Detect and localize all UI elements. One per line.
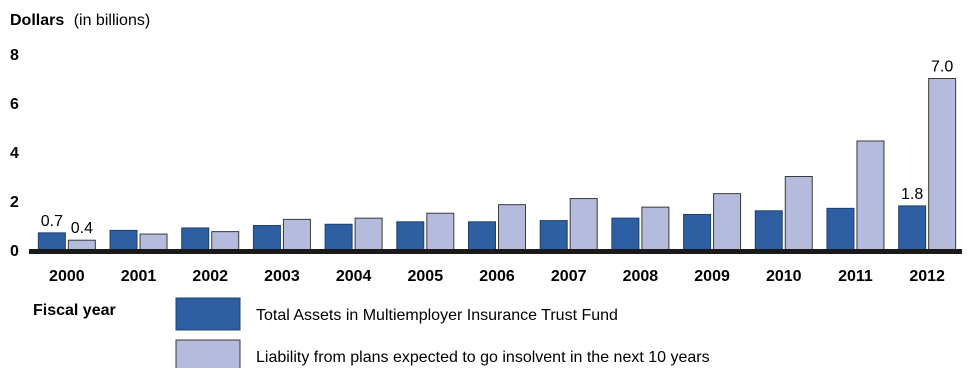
bar-total-assets-2011 [826, 207, 855, 251]
bar-total-assets-2002 [181, 227, 210, 251]
x-tick-label: 2005 [408, 268, 444, 285]
bar-total-assets-2005 [396, 221, 425, 251]
bar-liability-2007 [569, 198, 598, 251]
x-tick-label: 2008 [623, 268, 659, 285]
bar-total-assets-2008 [611, 217, 640, 251]
data-label: 0.4 [71, 220, 93, 237]
x-tick-label: 2011 [838, 268, 873, 285]
y-axis-unit: (in billions) [74, 12, 150, 29]
bar-liability-2008 [641, 206, 670, 251]
y-tick-label: 6 [10, 96, 19, 113]
bar-total-assets-2007 [539, 220, 568, 251]
bar-total-assets-2006 [468, 221, 496, 251]
x-tick-label: 2004 [336, 268, 372, 285]
bar-total-assets-2009 [683, 213, 712, 251]
bar-total-assets-2004 [324, 223, 353, 251]
y-tick-label: 4 [10, 145, 19, 162]
x-tick-label: 2010 [766, 268, 802, 285]
y-tick-label: 0 [10, 243, 19, 260]
bar-liability-2011 [856, 140, 885, 251]
bars [37, 78, 957, 251]
bar-liability-2002 [211, 231, 240, 251]
bar-total-assets-2010 [754, 210, 783, 251]
data-label: 1.8 [901, 186, 923, 203]
x-tick-label: 2006 [479, 268, 515, 285]
data-label: 7.0 [931, 59, 953, 76]
bar-total-assets-2001 [109, 229, 138, 251]
bar-liability-2010 [784, 176, 813, 251]
data-labels: 0.7 0.4 1.8 7.0 [41, 59, 954, 238]
bar-liability-2009 [713, 193, 742, 251]
bar-total-assets-2000 [37, 232, 66, 251]
bar-liability-2000 [67, 239, 96, 251]
y-tick-label: 2 [10, 194, 19, 211]
y-axis-ticks: 0 2 4 6 8 [10, 47, 19, 260]
legend-swatch-total-assets [175, 297, 241, 331]
y-tick-label: 8 [10, 47, 19, 64]
bar-total-assets-2012 [898, 205, 927, 251]
x-tick-label: 2000 [49, 268, 85, 285]
x-tick-label: 2002 [192, 268, 228, 285]
legend-label-total-assets: Total Assets in Multiemployer Insurance … [256, 307, 618, 324]
bar-liability-2006 [498, 204, 526, 251]
legend: Total Assets in Multiemployer Insurance … [175, 297, 710, 368]
data-label: 0.7 [41, 213, 63, 230]
y-axis-label: Dollars [10, 12, 64, 29]
bar-liability-2004 [354, 217, 383, 251]
x-tick-label: 2003 [264, 268, 300, 285]
legend-swatch-liability [175, 339, 241, 368]
bar-total-assets-2003 [252, 225, 281, 251]
bar-liability-2012 [928, 78, 957, 251]
x-tick-label: 2007 [551, 268, 587, 285]
bar-liability-2001 [139, 233, 168, 251]
y-axis-title: Dollars (in billions) [10, 12, 150, 29]
x-axis-title: Fiscal year [33, 302, 116, 319]
bar-liability-2005 [426, 212, 455, 251]
x-tick-label: 2009 [694, 268, 730, 285]
legend-label-liability: Liability from plans expected to go inso… [256, 349, 710, 366]
x-tick-label: 2001 [121, 268, 157, 285]
bar-liability-2003 [282, 218, 311, 251]
x-axis-ticks: 2000 2001 2002 2003 2004 2005 2006 2007 2008 2009… [49, 268, 945, 285]
x-tick-label: 2012 [909, 268, 945, 285]
